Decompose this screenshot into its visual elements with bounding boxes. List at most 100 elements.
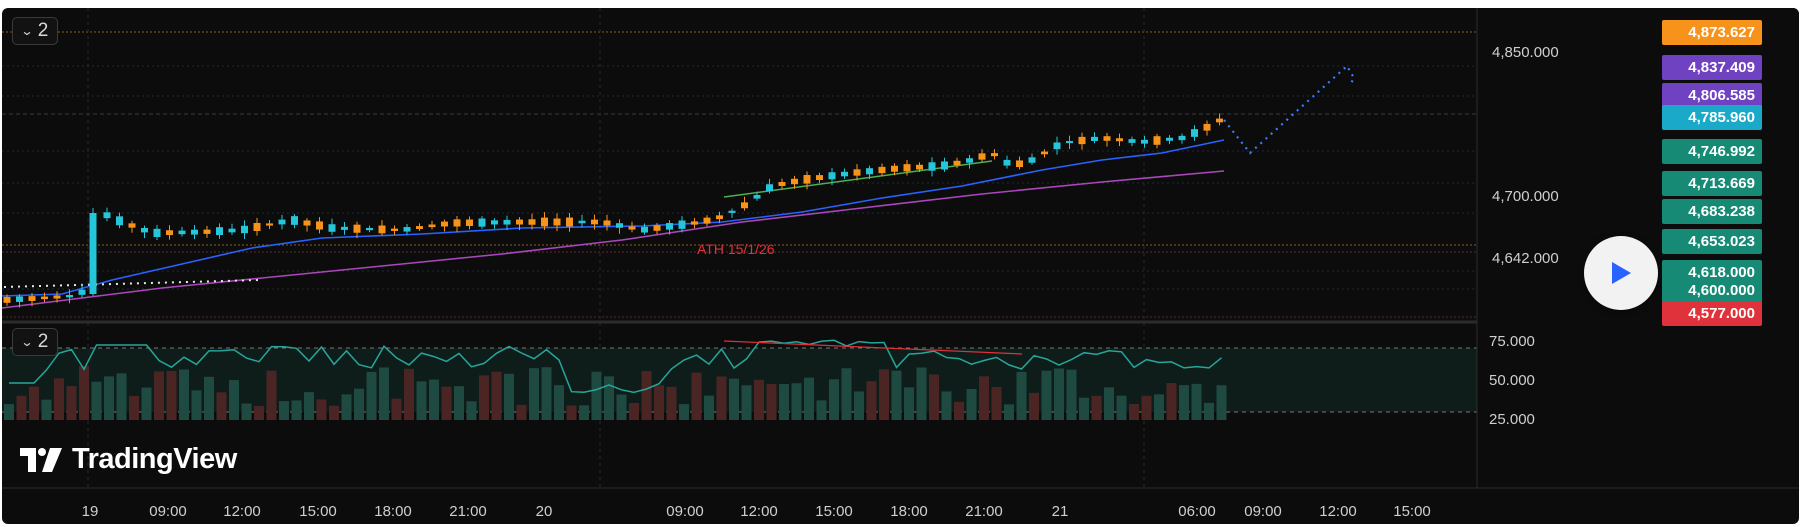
candle [216, 223, 223, 239]
price-tag[interactable]: 4,837.409 [1662, 55, 1762, 80]
volume-bar [1179, 385, 1189, 420]
volume-bar [804, 377, 814, 420]
volume-bar [516, 404, 527, 420]
price-tag[interactable]: 4,577.000 [1662, 301, 1762, 326]
volume-bar [929, 374, 939, 420]
candle [391, 225, 398, 235]
candle [516, 217, 523, 231]
candle [1116, 133, 1123, 147]
candle [603, 214, 611, 231]
price-tag[interactable]: 4,785.960 [1662, 105, 1762, 130]
time-axis-label: 15:00 [299, 503, 337, 520]
candle [291, 214, 298, 229]
volume-bar [504, 373, 514, 420]
candle [1103, 133, 1111, 147]
volume-bar [66, 386, 77, 420]
ath-annotation[interactable]: ATH 15/1/26 [697, 241, 775, 257]
volume-bar [966, 389, 977, 420]
time-axis-label: 19 [81, 503, 99, 520]
candle [53, 291, 61, 303]
candle [416, 223, 423, 232]
time-axis-label: 21:00 [449, 503, 487, 520]
ma-fast-line [2, 139, 1225, 297]
candle [441, 219, 448, 232]
volume-bar [1154, 394, 1164, 420]
price-tag[interactable]: 4,653.023 [1662, 229, 1762, 254]
volume-bar [1091, 395, 1102, 420]
volume-bar [1166, 383, 1177, 420]
chart-canvas[interactable]: ⌄ 2 ⌄ 2 ATH 15/1/26 TradingView 4,850.00… [2, 8, 1799, 524]
time-axis-label: 12:00 [223, 503, 261, 520]
candle [166, 225, 173, 240]
candle [1153, 133, 1161, 149]
indicator-pane-collapse-button[interactable]: ⌄ 2 [12, 328, 58, 356]
volume-bar [104, 376, 114, 420]
volume-bar [1004, 404, 1014, 420]
volume-bar [4, 404, 14, 420]
candle [678, 216, 686, 233]
candle [616, 219, 623, 234]
candle [691, 217, 698, 229]
candle [141, 225, 148, 239]
play-button[interactable] [1584, 236, 1658, 310]
volume-bar [491, 371, 502, 420]
time-axis-label: 09:00 [149, 503, 187, 520]
price-tag[interactable]: 4,683.238 [1662, 199, 1762, 224]
volume-bar [129, 395, 139, 420]
volume-bar [741, 385, 752, 420]
main-pane-count: 2 [37, 20, 49, 41]
candle [1166, 135, 1173, 145]
candle [266, 220, 273, 230]
volume-bar [841, 368, 852, 420]
divergence-line [723, 340, 1023, 355]
volume-bar [1216, 385, 1227, 420]
candle [1028, 153, 1036, 165]
time-axis-label: 06:00 [1178, 503, 1216, 520]
price-axis-label: 4,850.000 [1492, 44, 1559, 61]
candle [228, 223, 236, 235]
price-tag[interactable]: 4,713.669 [1662, 171, 1762, 196]
tradingview-logo[interactable]: TradingView [20, 443, 237, 476]
projection-path[interactable] [1223, 64, 1356, 155]
volume-bar [1079, 397, 1089, 420]
volume-bar [79, 366, 89, 420]
candle [753, 191, 761, 201]
price-tag[interactable]: 4,746.992 [1662, 139, 1762, 164]
volume-bar [16, 395, 27, 420]
volume-bar [941, 391, 952, 420]
volume-bar [379, 367, 389, 420]
volume-bar [429, 379, 439, 420]
volume-bar [1129, 404, 1139, 420]
candle [28, 292, 36, 307]
volume-bar [1016, 371, 1027, 420]
price-tag[interactable]: 4,873.627 [1662, 20, 1762, 45]
time-axis-label: 20 [535, 503, 553, 520]
candle [653, 223, 661, 235]
volume-bar [666, 386, 677, 420]
volume-bar [816, 400, 827, 420]
price-tag[interactable]: 4,806.585 [1662, 83, 1762, 108]
main-pane-collapse-button[interactable]: ⌄ 2 [12, 17, 58, 45]
candle [666, 220, 673, 235]
candle [803, 171, 811, 190]
volume-bar [716, 376, 727, 420]
candle [903, 160, 911, 176]
candle [403, 224, 411, 235]
time-axis-label: 12:00 [1319, 503, 1357, 520]
candle [716, 211, 723, 224]
candle [541, 212, 548, 231]
candle [491, 218, 498, 229]
time-axis-label: 15:00 [815, 503, 853, 520]
candle [1003, 155, 1011, 169]
candle [741, 196, 748, 211]
volume-bar [916, 367, 927, 420]
volume-bar [441, 386, 452, 420]
candle [66, 289, 73, 304]
volume-bar [91, 381, 102, 420]
trendline[interactable] [723, 160, 993, 198]
candle [791, 175, 798, 189]
candle [628, 221, 636, 233]
candle [891, 163, 898, 176]
price-tag[interactable]: 4,600.000 [1662, 278, 1762, 303]
